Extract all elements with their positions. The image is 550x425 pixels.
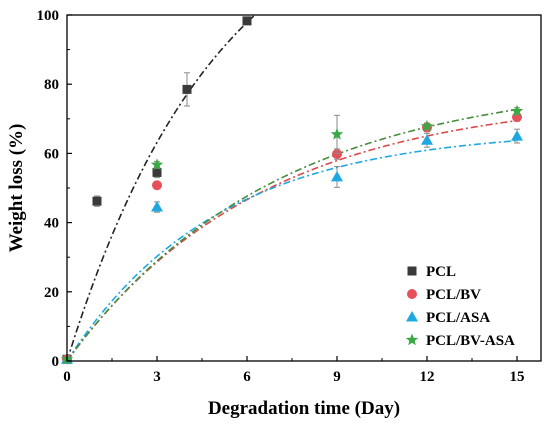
data-point-3 (150, 158, 164, 171)
data-point-2 (421, 134, 433, 145)
data-point-1 (332, 149, 342, 160)
x-tick-label: 15 (510, 369, 525, 385)
y-tick-label: 20 (44, 285, 59, 301)
legend-marker-3 (405, 333, 419, 346)
data-point-0 (152, 167, 162, 177)
fit-curve-3 (66, 108, 518, 362)
y-tick-label: 100 (37, 8, 60, 24)
data-point-1 (152, 180, 162, 191)
legend: PCL PCL/BV PCL/ASA PCL/BV-ASA (405, 264, 515, 349)
legend-marker-1 (407, 289, 417, 299)
y-tick-label: 0 (52, 354, 60, 370)
data-point-2 (151, 201, 163, 212)
data-point-2 (331, 170, 343, 182)
x-tick-label: 3 (153, 369, 161, 385)
legend-label-1: PCL/BV (426, 287, 481, 303)
data-point-0 (92, 196, 102, 206)
plot-layer (60, 15, 524, 365)
data-point-0 (182, 84, 192, 94)
data-point-0 (242, 16, 252, 26)
x-tick-label: 0 (63, 369, 71, 385)
legend-label-2: PCL/ASA (426, 310, 490, 326)
data-point-3 (330, 127, 344, 140)
x-tick-label: 6 (243, 369, 251, 385)
fit-curve-1 (66, 119, 518, 362)
legend-label-3: PCL/BV-ASA (426, 333, 515, 349)
fit-curve-0 (66, 15, 255, 362)
data-point-3 (420, 119, 434, 132)
x-axis-title: Degradation time (Day) (208, 398, 400, 419)
data-point-3 (510, 104, 524, 117)
y-tick-label: 80 (44, 77, 59, 93)
legend-marker-0 (407, 266, 417, 276)
data-point-2 (511, 130, 523, 141)
legend-label-0: PCL (426, 264, 456, 280)
y-tick-label: 60 (44, 146, 59, 162)
x-tick-label: 12 (420, 369, 435, 385)
y-tick-label: 40 (44, 216, 59, 232)
y-axis-title: Weight loss (%) (6, 124, 27, 253)
x-tick-label: 9 (333, 369, 341, 385)
axes-layer: 0 3 6 9 12 15 0 20 40 60 80 100 (37, 8, 542, 385)
legend-marker-2 (406, 311, 418, 322)
